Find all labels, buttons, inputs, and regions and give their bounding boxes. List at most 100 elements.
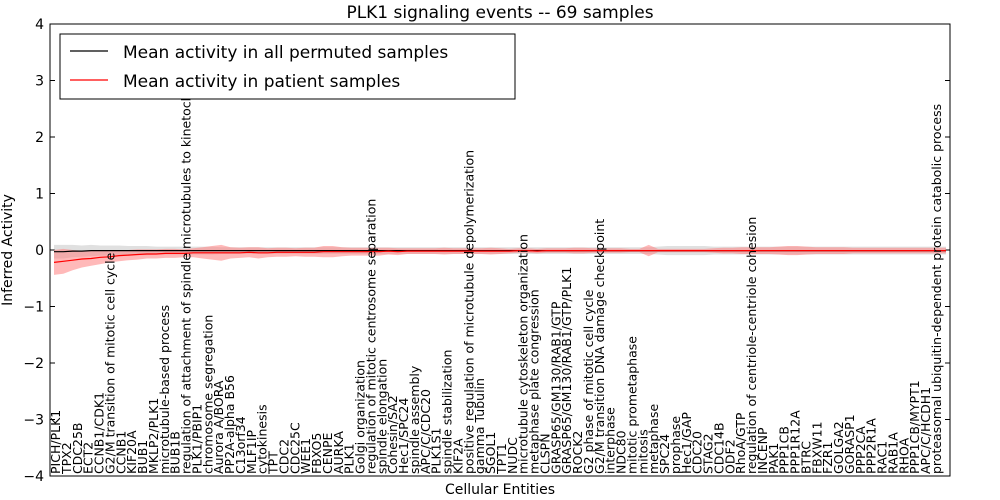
entity-label: ECT2 [81,442,96,474]
legend: Mean activity in all permuted samples Me… [59,33,516,100]
entity-label: NUDC [505,437,520,474]
entity-label: PLK1/PBIP1 [189,404,204,474]
entity-label: WEE1 [298,438,313,474]
plot-frame [49,23,951,477]
entity-label: PLK1S1 [429,427,444,474]
y-axis-label: Inferred Activity [0,194,16,306]
entity-label: Cohesin/SA2 [385,395,400,474]
entity-label: metaphase plate congression [527,289,542,474]
entity-label: TPX2 [59,442,74,475]
entity-label: SGOL1 [483,432,498,474]
entity-label: CDC25C [287,422,302,474]
plot-area [53,244,946,275]
entity-label: microtubule cytoskeleton organization [516,234,531,474]
entity-label: PPP2CA [853,426,868,474]
entity-label: MKLP2/PLK1 [146,398,161,474]
entity-label: STAG2 [701,433,716,474]
entity-label: PPP1CB/MYPT1 [907,380,922,474]
entity-label: APC/C/HCDH1 [918,387,933,474]
entity-label: BUB1B [168,431,183,474]
entity-label: TPT1 [494,443,509,475]
entity-label: C13orf34 [233,416,248,474]
entity-label: AURKA [331,431,346,474]
entity-label: PICH/PLK1 [48,410,63,474]
entity-label: RhoA/GTP [733,412,748,474]
entity-label: KIF20A [124,430,139,474]
entity-label: PPP1R12A [788,410,803,474]
entity-label: SPC24 [657,434,672,474]
entity-label: FBXO5 [309,433,324,474]
entity-label: CCNB1 [113,431,128,474]
entity-label: regulation of attachment of spindle micr… [179,73,194,474]
entity-label: CCNB1/CDK1 [92,392,107,474]
entity-label: spindle stabilization [440,350,455,475]
entity-label: PPP1CB [777,426,792,474]
entity-label: Hec1/SPC24 [396,398,411,474]
entity-label: RAC1 [875,441,890,474]
entity-label: mitotic prometaphase [625,336,640,474]
entity-label: Hec1/GAP [679,412,694,474]
entity-label: cytokinesis [255,404,270,474]
entity-label: MLF1IP [244,429,259,474]
entity-label: proteasomal ubiquitin-dependent protein … [929,104,944,474]
legend-box [59,33,516,100]
entity-label: prophase [668,416,683,474]
entity-label: G2 phase of mitotic cell cycle [581,289,596,474]
entity-label: CLSPN [537,433,552,474]
entity-label: GRASP65/GM130/RAB1/GTP [548,301,563,474]
entity-label: metaphase [646,404,661,474]
entity-label: GOLGA2 [831,421,846,474]
entity-label: APC/C/CDC20 [418,389,433,474]
y-tick-label: −3 [23,413,44,429]
entity-label: G2/M transition of mitotic cell cycle [102,252,117,474]
entity-label: ODF2 [722,439,737,474]
entity-label: BUB1 [135,440,150,474]
entity-label: microtubule-based process [157,305,172,474]
y-tick-label: 1 [35,187,44,203]
entity-label: interphase [603,407,618,474]
y-tick-label: 0 [35,243,44,259]
entity-label: GRASP65/GM130/RAB1/GTP/PLK1 [559,267,574,474]
entity-label: chromosome segregation [200,315,215,474]
entity-label: PLK1 [342,443,357,474]
entity-label: NDC80 [614,430,629,474]
entity-label: TPT [266,451,281,475]
entity-label: CENPE [320,432,335,474]
y-tick-label: 3 [35,74,44,90]
entity-label: GORASP1 [842,414,857,474]
entity-label: Golgi organization [353,360,368,474]
entity-label: KIF2A [450,438,465,474]
entity-label: FZR1 [820,442,835,474]
entity-label: regulation of centriole-centriole cohesi… [744,217,759,474]
y-tick-label: 4 [35,17,44,33]
legend-label-permuted: Mean activity in all permuted samples [123,43,448,63]
entity-label: RHOA [896,437,911,474]
patient-mean-line [53,250,946,263]
legend-label-patient: Mean activity in patient samples [123,72,400,92]
entity-label: G2/M transition DNA damage checkpoint [592,219,607,474]
entity-label: ROCK2 [570,431,585,474]
entity-label: gamma Tubulin [472,378,487,474]
entity-label: INCENP [755,427,770,474]
y-tick-label: −2 [23,356,44,372]
y-tick-label: −1 [23,300,44,316]
entity-label: PP2A-alpha B56 [222,375,237,474]
entity-label: FBXW11 [809,421,824,474]
x-axis-label: Cellular Entities [445,482,555,498]
entity-label: Aurora A/BORA [211,380,226,474]
y-tick-label: 2 [35,130,44,146]
entity-label: CDC2 [276,439,291,474]
entity-label: PAK1 [766,443,781,474]
entity-label: spindle assembly [407,365,422,474]
y-tick-label: −4 [23,469,44,485]
entity-label: CDC20 [690,431,705,474]
entity-label: CDC25B [70,422,85,474]
entity-label: positive regulation of microtubule depol… [461,150,476,474]
entity-label: spindle elongation [374,359,389,474]
entity-label: mitosis [635,429,650,474]
entity-label: PPP2R1A [864,418,879,474]
chart-title: PLK1 signaling events -- 69 samples [346,3,653,23]
entity-label: CDC14B [712,422,727,474]
